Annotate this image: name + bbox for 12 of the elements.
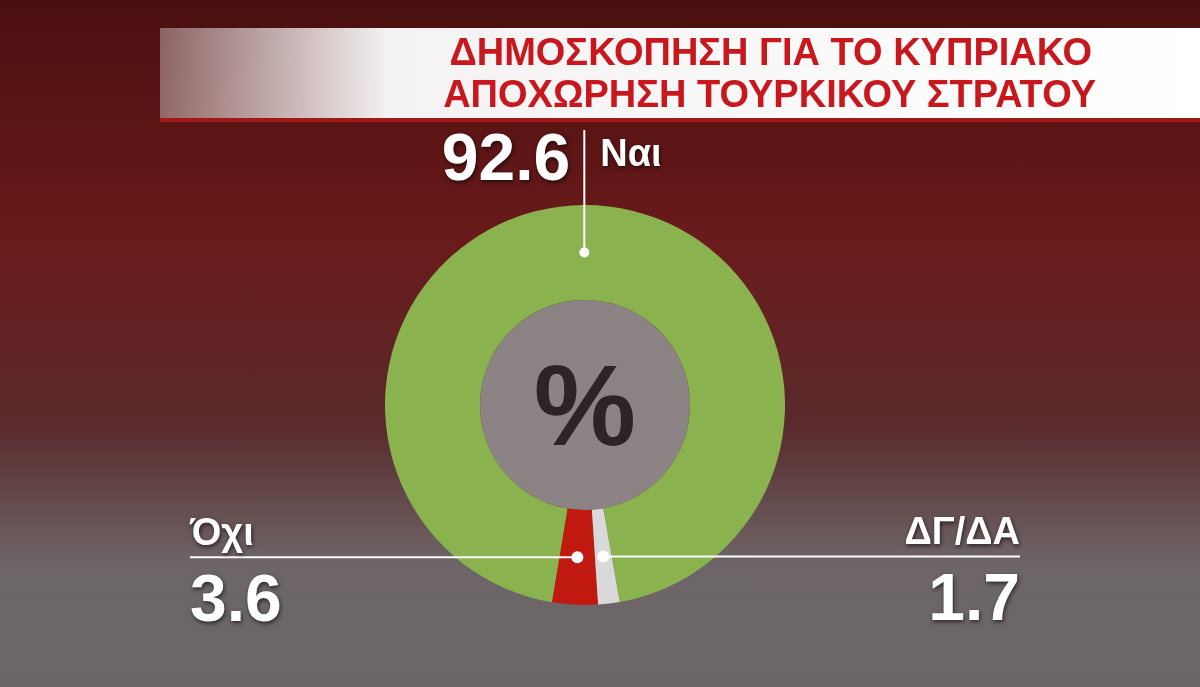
- chart-subtitle: ΑΠΟΧΩΡΗΣΗ ΤΟΥΡΚΙΚΟΥ ΣΤΡΑΤΟΥ: [443, 72, 1096, 116]
- slice-label: Όχι: [189, 511, 254, 554]
- data-label: 92.6: [441, 120, 571, 194]
- data-label: 3.6: [190, 561, 282, 636]
- slice-label: Ναι: [600, 132, 662, 174]
- text: %: [533, 341, 637, 469]
- donut-slice: [552, 508, 599, 605]
- slice-label: ΔΓ/ΔΑ: [904, 510, 1020, 553]
- donut-slice: [591, 508, 620, 605]
- donut-slice: [385, 205, 785, 603]
- chart-title: ΔΗΜΟΣΚΟΠΗΣΗ ΓΙΑ ΤΟ ΚΥΠΡΙΑΚΟ: [449, 30, 1092, 74]
- data-label: 1.7: [928, 560, 1020, 635]
